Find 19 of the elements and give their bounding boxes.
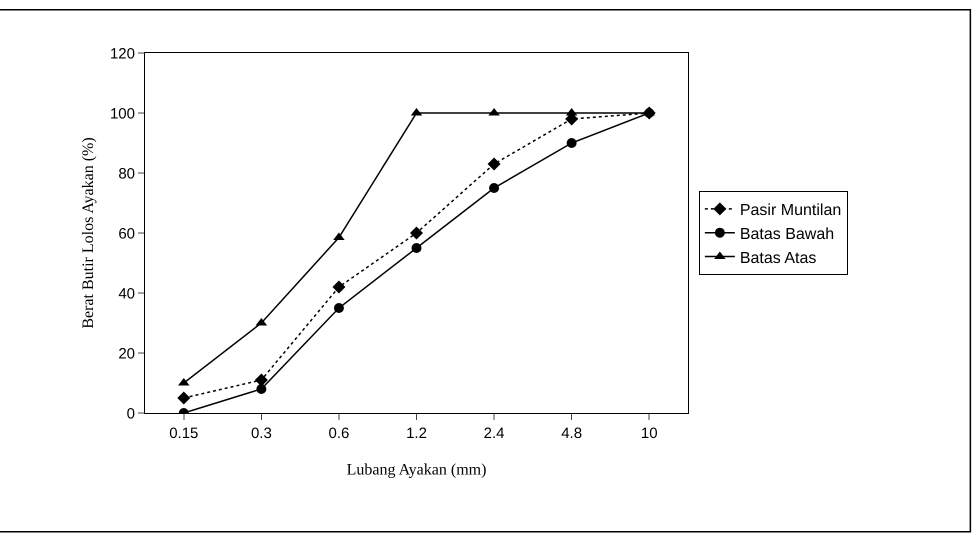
y-tick-label: 20 (118, 345, 135, 362)
y-tick-label: 60 (118, 225, 135, 242)
x-tick-label: 4.8 (561, 425, 582, 442)
x-tick-label: 0.6 (328, 425, 350, 442)
y-tick-label: 0 (126, 405, 135, 422)
y-tick-label: 100 (110, 105, 135, 122)
y-tick-label: 120 (110, 45, 135, 62)
legend-label: Batas Bawah (740, 226, 834, 243)
y-axis-title: Berat Butir Lolos Ayakan (%) (80, 137, 97, 329)
x-tick-label: 0.3 (250, 425, 272, 442)
x-tick-label: 10 (640, 425, 658, 442)
x-axis-title: Lubang Ayakan (mm) (346, 462, 486, 479)
x-tick-label: 0.15 (169, 425, 198, 442)
legend-label: Batas Atas (740, 250, 816, 267)
legend-label: Pasir Muntilan (740, 202, 842, 220)
x-tick-label: 2.4 (484, 425, 504, 442)
y-tick-label: 40 (118, 285, 135, 302)
x-tick-label: 1.2 (406, 425, 427, 442)
y-tick-label: 80 (118, 165, 135, 182)
